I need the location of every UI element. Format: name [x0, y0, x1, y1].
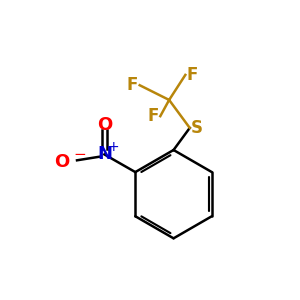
Text: O: O [97, 116, 112, 134]
Text: S: S [191, 119, 203, 137]
Text: −: − [74, 147, 86, 162]
Text: F: F [187, 66, 198, 84]
Text: F: F [127, 76, 138, 94]
Text: F: F [148, 107, 159, 125]
Text: +: + [107, 140, 119, 154]
Text: N: N [97, 146, 112, 164]
Text: O: O [54, 153, 69, 171]
